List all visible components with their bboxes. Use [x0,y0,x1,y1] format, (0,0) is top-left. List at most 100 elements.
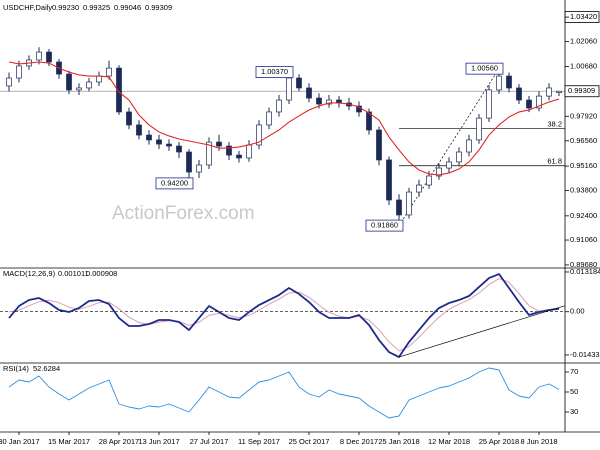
candle-body [226,145,232,156]
candle-body [106,67,112,77]
candle-body [446,161,452,169]
moving-average [8,61,560,176]
annotation-label: 1.00560 [471,64,498,73]
y-tick-label: -0.014339 [570,350,600,359]
y-tick-label: 0.00 [570,307,585,316]
candle-body [146,134,152,141]
candle-body [506,75,512,89]
signal-value: 0.000908 [86,269,117,278]
candle-body [236,154,242,159]
candle-body [316,97,322,105]
price-box [564,85,600,98]
candle-body [456,151,462,163]
y-tick-label: 30 [570,407,578,416]
y-tick-label: 0.97920 [570,111,597,120]
candle-body [536,95,542,109]
macd-value: 0.001011 [58,269,89,278]
candle-body [366,111,372,131]
header-close: 0.99309 [145,3,172,12]
candle-body [66,73,72,91]
candle-body [186,151,192,173]
y-tick-label: 1.02060 [570,37,597,46]
macd-title: MACD(12,26,9) [3,269,56,278]
candle-body [516,87,522,101]
candle-body [136,124,142,136]
candle-body [256,124,262,146]
macd-signal [8,278,560,352]
header-high: 0.99325 [83,3,110,12]
tick-box [564,11,600,23]
rsi-value: 52.6284 [33,364,60,373]
candle-body [176,145,182,153]
candle-body [36,51,42,61]
y-tick-label: 0.013184 [570,267,600,276]
y-tick-label: 1.03420 [570,12,597,21]
header-low: 0.99046 [114,3,141,12]
candle-body [46,51,52,63]
annotation-box [465,62,504,75]
candle-body [416,184,422,193]
candle-body [426,175,432,186]
watermark: ActionForex.com [112,203,255,224]
candle-body [306,87,312,99]
price-label: 0.99309 [568,86,595,95]
candle-body [86,81,92,89]
macd-line [8,273,560,358]
annotation-label: 0.94200 [161,178,188,187]
candle-body [406,191,412,216]
candle-body [6,77,12,87]
candle-body [286,77,292,101]
x-tick-label: 25 Jan 2018 [378,437,419,446]
y-tick-label: 70 [570,367,578,376]
x-tick-label: 30 Jan 2017 [0,437,40,446]
x-tick-label: 15 Mar 2017 [48,437,90,446]
candle-body [496,75,502,91]
candle-body [476,117,482,141]
x-tick-label: 12 Mar 2018 [428,437,470,446]
candle-body [126,111,132,126]
annotation-box [255,66,294,78]
y-tick-label: 0.93800 [570,186,597,195]
candle-body [76,87,82,91]
rsi-line [8,367,560,419]
header-open: 0.99230 [52,3,79,12]
candle-body [396,199,402,216]
candle-body [556,90,562,94]
annotation-label: 1.00370 [261,67,288,76]
y-tick-label: 50 [570,387,578,396]
y-tick-label: 0.95160 [570,161,597,170]
candle-body [386,159,392,201]
y-tick-label: 0.91060 [570,235,597,244]
candle-body [116,67,122,113]
candle-body [436,167,442,177]
annotation-box [155,177,194,190]
candle-body [196,164,202,173]
candle-body [466,139,472,153]
candle-body [156,139,162,145]
x-tick-label: 25 Oct 2017 [289,437,330,446]
candle-body [326,99,332,105]
annotation-box [365,219,404,232]
y-tick-label: 0.96560 [570,136,597,145]
rsi-title: RSI(14) [3,364,29,373]
candle-body [266,111,272,126]
candle-body [486,89,492,119]
candle-body [16,65,22,79]
chart-title: USDCHF,Daily [3,3,52,12]
fib-label: 38.2 [547,120,562,129]
fib-label: 61.8 [547,157,562,166]
x-tick-label: 8 Dec 2017 [340,437,378,446]
x-tick-label: 13 Jun 2017 [138,437,179,446]
y-tick-label: 0.92400 [570,211,597,220]
x-tick-label: 11 Sep 2017 [238,437,280,446]
candle-body [526,99,532,109]
x-tick-label: 8 Jun 2018 [520,437,557,446]
candle-body [246,144,252,159]
candle-body [206,141,212,166]
candle-body [276,99,282,113]
x-tick-label: 27 Jul 2017 [190,437,229,446]
y-tick-label: 0.89680 [570,260,597,269]
y-tick-label: 1.00680 [570,61,597,70]
